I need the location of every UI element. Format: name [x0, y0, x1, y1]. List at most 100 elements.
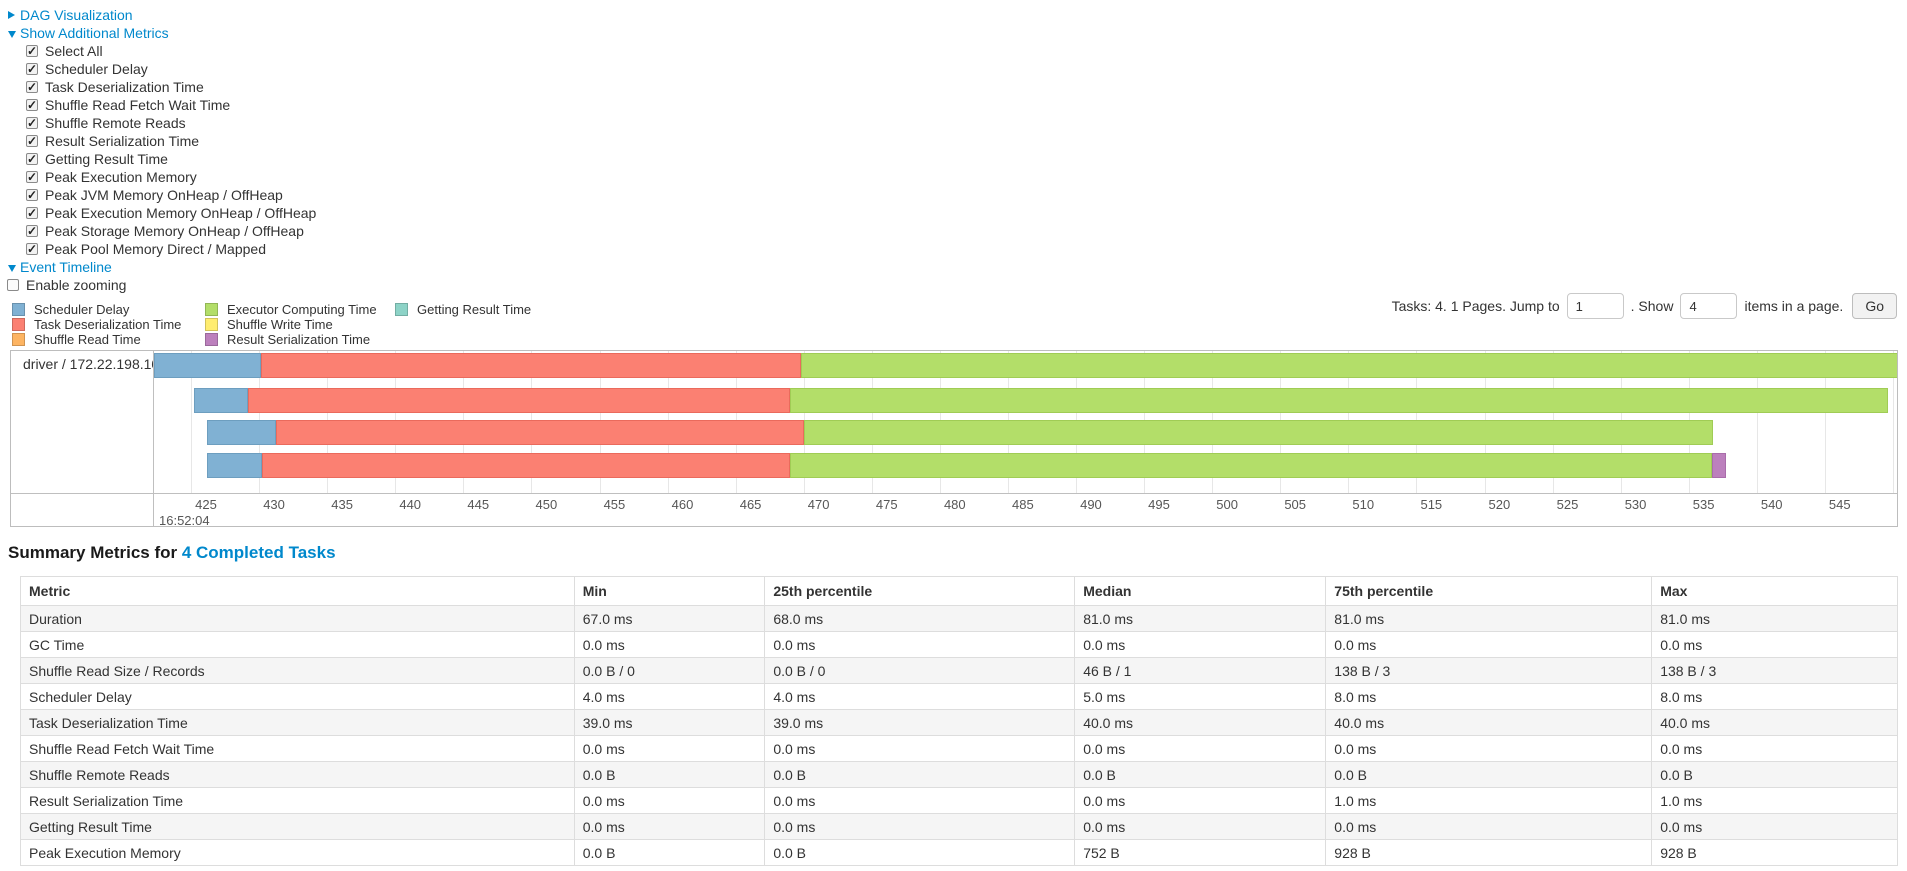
- checkbox-label-select-all: Select All: [45, 43, 103, 59]
- items-in-page-text: items in a page.: [1744, 298, 1844, 314]
- task-2-segment-scheduler-delay[interactable]: [193, 388, 249, 413]
- metric-cell: 0.0 ms: [1651, 735, 1898, 762]
- metric-cell: Shuffle Read Size / Records: [20, 657, 575, 684]
- task-2-segment-executor-computing[interactable]: [790, 388, 1888, 413]
- metric-cell: 0.0 ms: [764, 735, 1076, 762]
- completed-tasks-link[interactable]: 4 Completed Tasks: [181, 543, 336, 562]
- task-3-segment-executor-computing[interactable]: [803, 420, 1714, 445]
- task-4-segment-executor-computing[interactable]: [790, 453, 1712, 478]
- checkbox-label-peak-pool-memory-direct-mapped: Peak Pool Memory Direct / Mapped: [45, 241, 266, 257]
- checkbox-peak-execution-memory-onheap-offheap[interactable]: [26, 206, 38, 220]
- metric-checkbox-row: Select All: [0, 42, 1907, 60]
- checkbox-peak-pool-memory-direct-mapped[interactable]: [26, 242, 38, 256]
- metric-cell: 67.0 ms: [573, 605, 766, 632]
- chart-tick-label: 450: [535, 497, 558, 512]
- task-1-segment-scheduler-delay[interactable]: [154, 353, 261, 378]
- metric-cell: Scheduler Delay: [20, 683, 575, 710]
- task-1-segment-task-deserialization[interactable]: [260, 353, 802, 378]
- checkbox-label-getting-result-time: Getting Result Time: [45, 151, 168, 167]
- metric-cell: 0.0 ms: [1651, 813, 1898, 840]
- event-timeline-link[interactable]: Event Timeline: [20, 259, 112, 275]
- legend-label: Task Deserialization Time: [34, 317, 182, 332]
- metric-cell: 39.0 ms: [573, 709, 766, 736]
- metric-cell: 0.0 B / 0: [764, 657, 1076, 684]
- section-toggle-additional-metrics[interactable]: Show Additional Metrics: [0, 24, 1907, 42]
- checkbox-shuffle-remote-reads[interactable]: [26, 116, 38, 130]
- legend-label: Getting Result Time: [417, 302, 532, 317]
- column-header-metric: Metric: [20, 576, 575, 606]
- checkbox-task-deserialization-time[interactable]: [26, 80, 38, 94]
- legend-column: Scheduler Delay Task Deserialization Time…: [12, 302, 205, 347]
- metric-cell: 0.0 ms: [573, 813, 766, 840]
- chart-tick-label: 525: [1556, 497, 1579, 512]
- task-3-segment-scheduler-delay[interactable]: [207, 420, 276, 445]
- checkbox-label-result-serialization-time: Result Serialization Time: [45, 133, 200, 149]
- show-additional-metrics-link[interactable]: Show Additional Metrics: [20, 25, 169, 41]
- task-2-segment-task-deserialization[interactable]: [248, 388, 791, 413]
- page-jump-input[interactable]: [1566, 293, 1624, 319]
- checkbox-select-all[interactable]: [26, 44, 38, 58]
- metric-cell: 68.0 ms: [764, 605, 1076, 632]
- chart-tick-label: 445: [467, 497, 490, 512]
- legend-item-shuffle-write-time: Shuffle Write Time: [205, 317, 395, 332]
- enable-zooming-label: Enable zooming: [26, 277, 127, 293]
- task-4-segment-scheduler-delay[interactable]: [207, 453, 262, 478]
- task-pagination: Tasks: 4. 1 Pages. Jump to . Show items …: [1392, 293, 1897, 319]
- task-4-segment-result-serialization[interactable]: [1711, 453, 1726, 478]
- section-toggle-event-timeline[interactable]: Event Timeline: [0, 258, 1907, 276]
- legend-label: Scheduler Delay: [34, 302, 130, 317]
- legend-column: Getting Result Time: [395, 302, 531, 317]
- checkbox-peak-storage-memory-onheap-offheap[interactable]: [26, 224, 38, 238]
- summary-metrics-heading: Summary Metrics for 4 Completed Tasks: [8, 543, 1907, 563]
- checkbox-peak-execution-memory[interactable]: [26, 170, 38, 184]
- legend-label: Shuffle Read Time: [34, 332, 141, 347]
- additional-metrics-checkbox-list: Select All Scheduler Delay Task Deserializ…: [0, 42, 1907, 258]
- checkbox-scheduler-delay[interactable]: [26, 62, 38, 76]
- legend-label: Executor Computing Time: [227, 302, 377, 317]
- checkbox-result-serialization-time[interactable]: [26, 134, 38, 148]
- label-column-border: [153, 351, 154, 526]
- x-axis-line: [11, 493, 1897, 494]
- task-1-segment-executor-computing[interactable]: [801, 353, 1897, 378]
- metric-row-result-serialization-time: Result Serialization Time 0.0 ms 0.0 ms 0.0…: [20, 787, 1898, 814]
- metric-row-getting-result-time: Getting Result Time 0.0 ms 0.0 ms 0.0 ms 0.0…: [20, 813, 1898, 840]
- chart-tick-label: 530: [1624, 497, 1647, 512]
- metric-checkbox-row: Task Deserialization Time: [0, 78, 1907, 96]
- task-4-segment-task-deserialization[interactable]: [261, 453, 791, 478]
- dag-visualization-link[interactable]: DAG Visualization: [20, 7, 133, 23]
- legend-item-scheduler-delay: Scheduler Delay: [12, 302, 205, 317]
- metric-cell: 0.0 B: [1325, 761, 1653, 788]
- metric-cell: Result Serialization Time: [20, 787, 575, 814]
- summary-metrics-table: Metric Min 25th percentile Median 75th perce…: [20, 576, 1898, 866]
- checkbox-peak-jvm-memory-onheap-offheap[interactable]: [26, 188, 38, 202]
- metric-cell: 0.0 ms: [1074, 813, 1327, 840]
- metric-checkbox-row: Result Serialization Time: [0, 132, 1907, 150]
- go-button[interactable]: Go: [1852, 293, 1897, 319]
- checkbox-getting-result-time[interactable]: [26, 152, 38, 166]
- checkbox-shuffle-read-fetch-wait-time[interactable]: [26, 98, 38, 112]
- metric-cell: 39.0 ms: [764, 709, 1076, 736]
- column-header-median: Median: [1074, 576, 1327, 606]
- page-size-input[interactable]: [1680, 293, 1738, 319]
- legend-swatch-getting_result: [395, 303, 408, 316]
- chart-tick-label: 480: [943, 497, 966, 512]
- metric-cell: 0.0 B: [1074, 761, 1327, 788]
- legend-swatch-executor_computing: [205, 303, 218, 316]
- chart-tick-label: 475: [875, 497, 898, 512]
- legend-item-shuffle-read-time: Shuffle Read Time: [12, 332, 205, 347]
- chart-tick-label: 425: [195, 497, 217, 512]
- metric-cell: 0.0 ms: [764, 631, 1076, 658]
- metric-cell: GC Time: [20, 631, 575, 658]
- summary-heading-prefix: Summary Metrics for: [8, 543, 182, 562]
- legend-label: Shuffle Write Time: [227, 317, 333, 332]
- metric-checkbox-row: Peak Storage Memory OnHeap / OffHeap: [0, 222, 1907, 240]
- chart-tick-label: 430: [263, 497, 285, 512]
- metric-cell: 8.0 ms: [1651, 683, 1898, 710]
- metric-row-shuffle-read-size-records: Shuffle Read Size / Records 0.0 B / 0 0.0 …: [20, 657, 1898, 684]
- enable-zooming-checkbox[interactable]: [7, 279, 19, 291]
- legend-label: Result Serialization Time: [227, 332, 371, 347]
- metric-cell: 4.0 ms: [764, 683, 1076, 710]
- section-toggle-dag-visualization[interactable]: DAG Visualization: [0, 6, 1907, 24]
- task-3-segment-task-deserialization[interactable]: [275, 420, 804, 445]
- chart-tick-label: 510: [1352, 497, 1375, 512]
